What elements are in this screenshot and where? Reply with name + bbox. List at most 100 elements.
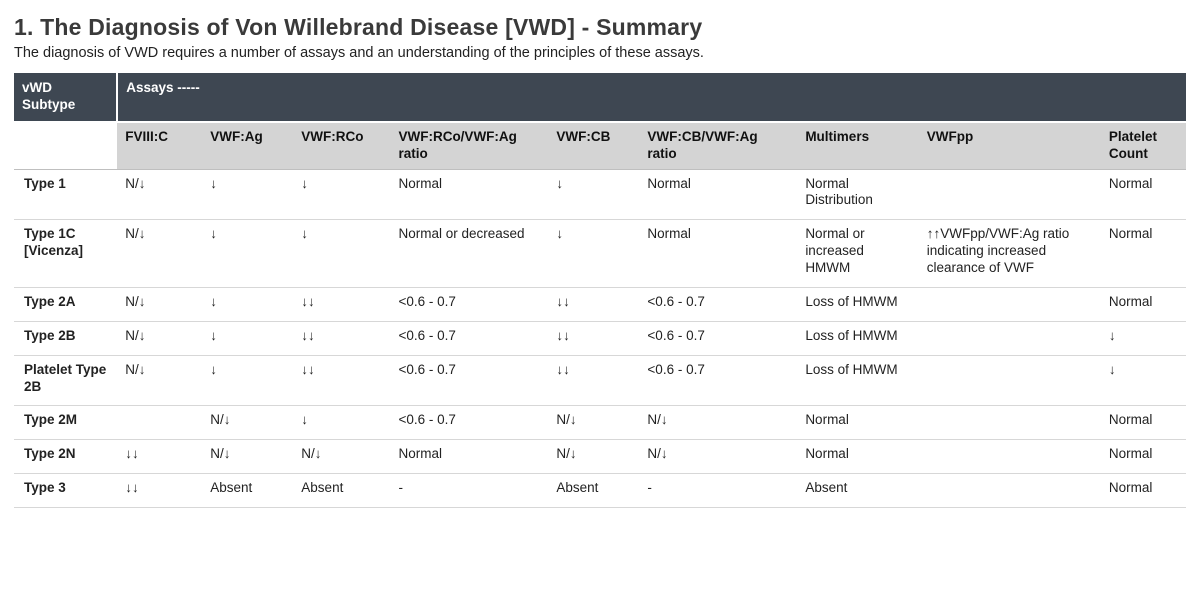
cell: ↓	[293, 169, 390, 220]
col-vwfpp: VWFpp	[919, 122, 1101, 169]
cell: Normal	[1101, 440, 1186, 474]
cell: N/↓	[548, 406, 639, 440]
cell: -	[390, 474, 548, 508]
cell: <0.6 - 0.7	[390, 406, 548, 440]
cell: N/↓	[117, 321, 202, 355]
cell: Normal	[390, 440, 548, 474]
cell: ↓	[548, 220, 639, 288]
cell: Normal	[639, 220, 797, 288]
row-subtype: Platelet Type 2B	[14, 355, 117, 406]
table-row: Platelet Type 2BN/↓↓↓↓<0.6 - 0.7↓↓<0.6 -…	[14, 355, 1186, 406]
cell: <0.6 - 0.7	[639, 355, 797, 406]
page-subtitle: The diagnosis of VWD requires a number o…	[14, 45, 1186, 61]
cell	[117, 406, 202, 440]
row-subtype: Type 1	[14, 169, 117, 220]
cell: ↓	[548, 169, 639, 220]
cell: Loss of HMWM	[797, 287, 918, 321]
cell: ↓	[1101, 355, 1186, 406]
cell: ↓↓	[293, 321, 390, 355]
cell	[919, 440, 1101, 474]
cell: Normal	[797, 406, 918, 440]
cell: Normal	[1101, 169, 1186, 220]
cell: Absent	[293, 474, 390, 508]
cell: ↓↓	[293, 287, 390, 321]
row-subtype: Type 2N	[14, 440, 117, 474]
cell: Normal Distribution	[797, 169, 918, 220]
cell: N/↓	[117, 355, 202, 406]
cell: Absent	[548, 474, 639, 508]
cell: N/↓	[202, 440, 293, 474]
cell: ↓	[293, 406, 390, 440]
cell: Normal or decreased	[390, 220, 548, 288]
cell: Normal	[1101, 220, 1186, 288]
cell: Normal or increased HMWM	[797, 220, 918, 288]
cell: ↓↓	[548, 287, 639, 321]
cell: -	[639, 474, 797, 508]
cell: Normal	[639, 169, 797, 220]
col-vwfcb: VWF:CB	[548, 122, 639, 169]
cell: <0.6 - 0.7	[639, 321, 797, 355]
cell: ↓	[202, 321, 293, 355]
cell: ↓↓	[548, 355, 639, 406]
vwd-diagnosis-table: vWD Subtype Assays ----- FVIII:C VWF:Ag …	[14, 73, 1186, 508]
cell: <0.6 - 0.7	[390, 321, 548, 355]
cell: Absent	[797, 474, 918, 508]
cell: ↓↓	[117, 474, 202, 508]
col-vwfag: VWF:Ag	[202, 122, 293, 169]
page-title: 1. The Diagnosis of Von Willebrand Disea…	[14, 14, 1186, 41]
cell: ↓	[202, 169, 293, 220]
cell	[919, 355, 1101, 406]
cell: ↓	[1101, 321, 1186, 355]
col-cbag: VWF:CB/VWF:Ag ratio	[639, 122, 797, 169]
cell: <0.6 - 0.7	[390, 287, 548, 321]
table-row: Type 3↓↓AbsentAbsent-Absent-AbsentNormal	[14, 474, 1186, 508]
col-rcoag: VWF:RCo/VWF:Ag ratio	[390, 122, 548, 169]
cell: ↓↓	[548, 321, 639, 355]
table-body: Type 1N/↓↓↓Normal↓NormalNormal Distribut…	[14, 169, 1186, 508]
cell: ↓↓	[117, 440, 202, 474]
cell: Normal	[797, 440, 918, 474]
cell	[919, 406, 1101, 440]
col-plt: Platelet Count	[1101, 122, 1186, 169]
row-subtype: Type 2M	[14, 406, 117, 440]
cell: N/↓	[293, 440, 390, 474]
cell	[919, 287, 1101, 321]
cell: ↑↑VWFpp/VWF:Ag ratio indicating increase…	[919, 220, 1101, 288]
row-subtype: Type 2A	[14, 287, 117, 321]
table-row: Type 2AN/↓↓↓↓<0.6 - 0.7↓↓<0.6 - 0.7Loss …	[14, 287, 1186, 321]
cell: ↓	[202, 220, 293, 288]
header-subtype-corner: vWD Subtype	[14, 73, 117, 122]
cell: N/↓	[117, 169, 202, 220]
cell: ↓	[293, 220, 390, 288]
cell: N/↓	[117, 287, 202, 321]
cell: <0.6 - 0.7	[639, 287, 797, 321]
cell	[919, 321, 1101, 355]
row-subtype: Type 1C [Vicenza]	[14, 220, 117, 288]
row-subtype: Type 3	[14, 474, 117, 508]
cell: N/↓	[202, 406, 293, 440]
header-blank	[14, 122, 117, 169]
col-fviii: FVIII:C	[117, 122, 202, 169]
cell: ↓↓	[293, 355, 390, 406]
table-header-dark-row: vWD Subtype Assays -----	[14, 73, 1186, 122]
cell: N/↓	[639, 406, 797, 440]
table-row: Type 1N/↓↓↓Normal↓NormalNormal Distribut…	[14, 169, 1186, 220]
cell: ↓	[202, 287, 293, 321]
cell	[919, 169, 1101, 220]
cell	[919, 474, 1101, 508]
header-assays-span: Assays -----	[117, 73, 1186, 122]
table-row: Type 2MN/↓↓<0.6 - 0.7N/↓N/↓NormalNormal	[14, 406, 1186, 440]
cell: N/↓	[548, 440, 639, 474]
cell: Absent	[202, 474, 293, 508]
table-row: Type 2BN/↓↓↓↓<0.6 - 0.7↓↓<0.6 - 0.7Loss …	[14, 321, 1186, 355]
table-row: Type 2N↓↓N/↓N/↓NormalN/↓N/↓NormalNormal	[14, 440, 1186, 474]
cell: Normal	[1101, 287, 1186, 321]
table-row: Type 1C [Vicenza]N/↓↓↓Normal or decrease…	[14, 220, 1186, 288]
cell: Normal	[1101, 474, 1186, 508]
cell: N/↓	[117, 220, 202, 288]
col-vwfrco: VWF:RCo	[293, 122, 390, 169]
cell: Loss of HMWM	[797, 321, 918, 355]
col-mult: Multimers	[797, 122, 918, 169]
cell: N/↓	[639, 440, 797, 474]
cell: Normal	[390, 169, 548, 220]
